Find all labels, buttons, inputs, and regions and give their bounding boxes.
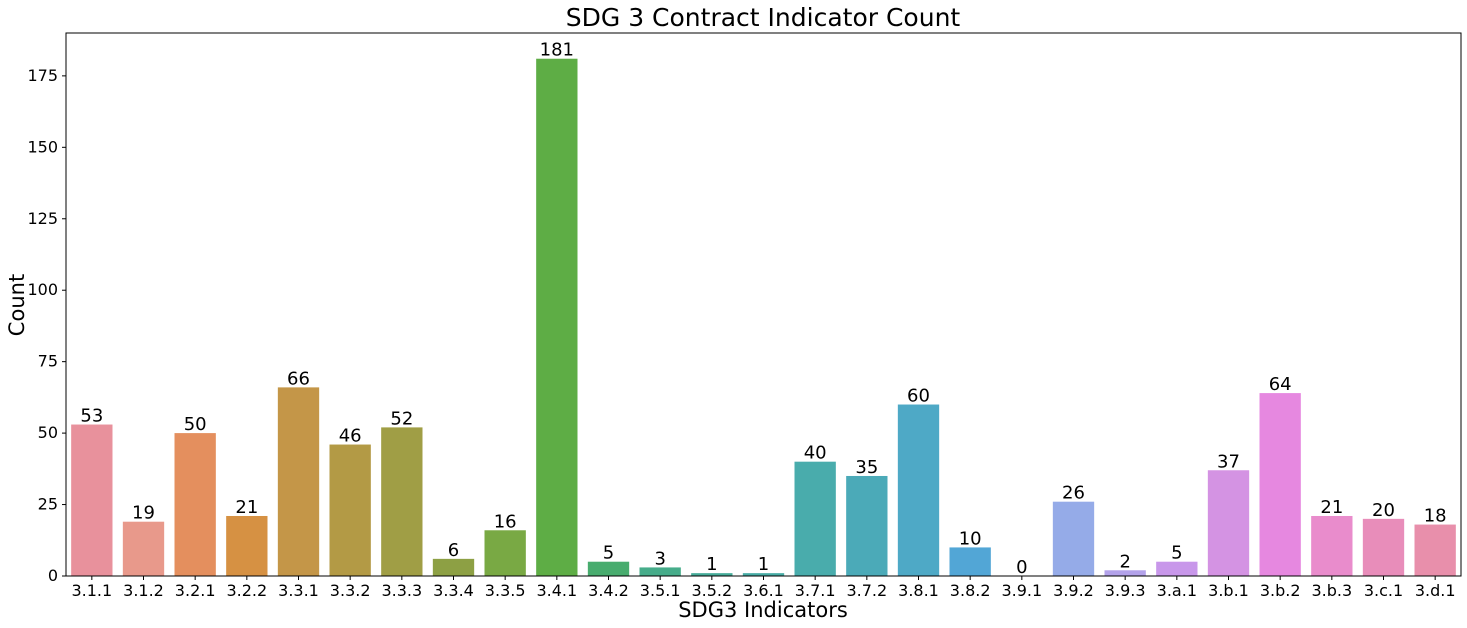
x-tick-label-3.2.1: 3.2.1 bbox=[175, 581, 216, 600]
bar-3.a.1 bbox=[1156, 561, 1198, 576]
x-tick-label-3.2.2: 3.2.2 bbox=[226, 581, 267, 600]
x-tick-label-3.8.2: 3.8.2 bbox=[950, 581, 991, 600]
bar-3.4.2 bbox=[587, 561, 630, 576]
data-label-3.8.1: 60 bbox=[907, 386, 930, 407]
x-tick-label-3.1.1: 3.1.1 bbox=[71, 581, 112, 600]
x-tick-label-3.3.5: 3.3.5 bbox=[485, 581, 526, 600]
x-tick-label-3.8.1: 3.8.1 bbox=[898, 581, 939, 600]
data-label-3.9.2: 26 bbox=[1062, 483, 1085, 504]
y-tick-label-75: 75 bbox=[38, 352, 58, 371]
x-tick-label-3.4.1: 3.4.1 bbox=[536, 581, 577, 600]
chart-title: SDG 3 Contract Indicator Count bbox=[566, 3, 961, 32]
data-label-3.3.5: 16 bbox=[494, 511, 517, 532]
bar-3.c.1 bbox=[1362, 518, 1405, 576]
x-tick-label-3.c.1: 3.c.1 bbox=[1364, 581, 1403, 600]
y-tick-label-175: 175 bbox=[27, 66, 58, 85]
x-tick-label-3.1.2: 3.1.2 bbox=[123, 581, 164, 600]
bar-3.1.2 bbox=[122, 521, 165, 576]
x-tick-label-3.3.2: 3.3.2 bbox=[330, 581, 371, 600]
y-tick-label-50: 50 bbox=[38, 423, 58, 442]
x-axis: 3.1.1 3.1.2 3.2.1 3.2.2 3.3.1 3.3.2 3.3.3 3.3.4… bbox=[71, 576, 1456, 600]
data-label-3.c.1: 20 bbox=[1372, 500, 1395, 521]
bar-3.5.1 bbox=[639, 567, 681, 576]
x-tick-label-3.7.2: 3.7.2 bbox=[846, 581, 887, 600]
bar-3.8.1 bbox=[897, 404, 940, 576]
bar-3.d.1 bbox=[1414, 524, 1456, 576]
x-tick-label-3.b.2: 3.b.2 bbox=[1260, 581, 1301, 600]
data-label-3.a.1: 5 bbox=[1171, 543, 1182, 564]
data-label-3.9.3: 2 bbox=[1119, 551, 1130, 572]
data-label-3.3.1: 66 bbox=[287, 368, 310, 389]
y-tick-label-125: 125 bbox=[27, 209, 58, 228]
data-label-3.8.2: 10 bbox=[959, 528, 982, 549]
bars-group bbox=[71, 58, 1456, 576]
x-tick-label-3.5.1: 3.5.1 bbox=[640, 581, 681, 600]
x-tick-label-3.4.2: 3.4.2 bbox=[588, 581, 629, 600]
y-tick-label-100: 100 bbox=[27, 280, 58, 299]
bar-3.9.2 bbox=[1052, 501, 1095, 576]
x-tick-label-3.d.1: 3.d.1 bbox=[1415, 581, 1456, 600]
x-tick-label-3.5.2: 3.5.2 bbox=[691, 581, 732, 600]
data-label-3.2.2: 21 bbox=[235, 497, 258, 518]
bar-3.7.1 bbox=[794, 461, 836, 576]
bar-3.b.2 bbox=[1259, 393, 1301, 576]
x-tick-label-3.7.1: 3.7.1 bbox=[795, 581, 836, 600]
y-tick-label-25: 25 bbox=[38, 495, 58, 514]
bar-3.2.1 bbox=[174, 433, 216, 576]
bar-3.2.2 bbox=[226, 515, 268, 576]
x-tick-label-3.b.1: 3.b.1 bbox=[1208, 581, 1249, 600]
data-label-3.b.3: 21 bbox=[1320, 497, 1343, 518]
y-axis-label: Count bbox=[5, 274, 29, 336]
x-tick-label-3.a.1: 3.a.1 bbox=[1157, 581, 1197, 600]
bar-3.1.1 bbox=[71, 424, 113, 576]
bar-3.7.2 bbox=[846, 475, 888, 576]
bar-3.3.4 bbox=[432, 558, 475, 576]
y-tick-label-0: 0 bbox=[48, 566, 58, 585]
bar-3.3.5 bbox=[484, 530, 526, 576]
data-label-3.3.4: 6 bbox=[448, 540, 459, 561]
data-label-3.b.2: 64 bbox=[1269, 374, 1292, 395]
data-label-3.4.2: 5 bbox=[603, 543, 614, 564]
data-label-3.1.2: 19 bbox=[132, 503, 155, 524]
bar-3.3.2 bbox=[329, 444, 371, 576]
x-tick-label-3.b.3: 3.b.3 bbox=[1311, 581, 1352, 600]
bar-3.b.3 bbox=[1311, 515, 1353, 576]
bar-3.3.3 bbox=[381, 427, 423, 576]
x-axis-label: SDG3 Indicators bbox=[678, 598, 848, 622]
data-label-3.3.3: 52 bbox=[390, 408, 413, 429]
x-tick-label-3.9.3: 3.9.3 bbox=[1105, 581, 1146, 600]
data-label-3.6.1: 1 bbox=[758, 554, 769, 575]
x-tick-label-3.9.2: 3.9.2 bbox=[1053, 581, 1094, 600]
x-tick-label-3.3.4: 3.3.4 bbox=[433, 581, 474, 600]
x-tick-label-3.9.1: 3.9.1 bbox=[1001, 581, 1042, 600]
bar-3.6.1 bbox=[742, 573, 785, 576]
data-label-3.d.1: 18 bbox=[1424, 506, 1447, 527]
data-label-3.7.2: 35 bbox=[855, 457, 878, 478]
x-tick-label-3.3.1: 3.3.1 bbox=[278, 581, 319, 600]
y-tick-label-150: 150 bbox=[27, 137, 58, 156]
bar-3.8.2 bbox=[949, 547, 991, 576]
data-label-3.7.1: 40 bbox=[804, 443, 827, 464]
data-label-3.1.1: 53 bbox=[80, 406, 103, 427]
data-label-3.4.1: 181 bbox=[540, 40, 574, 61]
bar-3.5.2 bbox=[691, 573, 733, 576]
data-label-3.5.2: 1 bbox=[706, 554, 717, 575]
data-label-3.9.1: 0 bbox=[1016, 557, 1027, 578]
bar-3.b.1 bbox=[1207, 470, 1250, 576]
data-label-3.5.1: 3 bbox=[654, 548, 665, 569]
bar-3.4.1 bbox=[536, 58, 578, 576]
data-label-3.b.1: 37 bbox=[1217, 451, 1240, 472]
bar-3.3.1 bbox=[277, 387, 320, 576]
plot-frame bbox=[65, 32, 1462, 577]
data-label-3.2.1: 50 bbox=[184, 414, 207, 435]
data-label-3.3.2: 46 bbox=[339, 426, 362, 447]
bar-3.9.3 bbox=[1104, 570, 1146, 576]
x-tick-label-3.6.1: 3.6.1 bbox=[743, 581, 784, 600]
x-tick-label-3.3.3: 3.3.3 bbox=[381, 581, 422, 600]
y-axis: 0 25 50 75 100 125 150 175 bbox=[27, 66, 66, 585]
